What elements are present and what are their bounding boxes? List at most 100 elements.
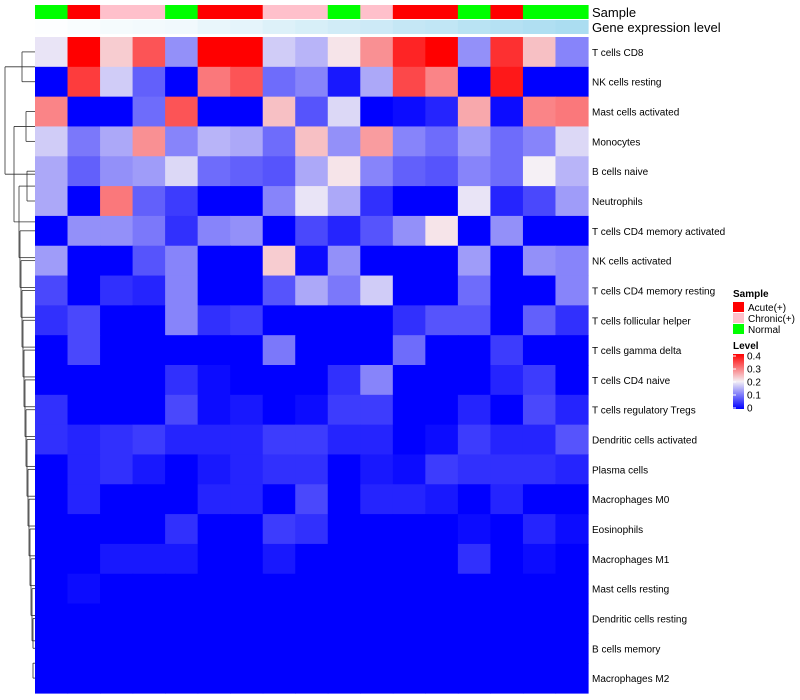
heatmap-cell: [230, 633, 264, 664]
heatmap-cell: [522, 126, 557, 157]
heatmap-cell: [165, 573, 199, 605]
heatmap-cell: [457, 186, 492, 217]
heatmap-cell: [100, 543, 134, 575]
heatmap-cell: [262, 573, 296, 605]
sample-annotation-cell: [67, 5, 101, 19]
heatmap-cell: [360, 156, 394, 187]
heatmap-cell: [360, 603, 394, 634]
heatmap-cell: [165, 633, 199, 664]
annotation-label-gene-expression: Gene expression level: [592, 20, 721, 35]
heatmap-cell: [490, 37, 524, 68]
heatmap-cell: [100, 514, 134, 545]
heatmap-cell: [457, 603, 492, 634]
heatmap-cell: [197, 66, 231, 98]
heatmap-cell: [165, 275, 199, 306]
heatmap-cell: [327, 663, 361, 694]
gene-expression-annotation-cell: [100, 20, 134, 34]
heatmap-cell: [555, 663, 589, 694]
heatmap-cell: [457, 484, 492, 515]
heatmap-cell: [425, 156, 459, 187]
heatmap-cell: [197, 603, 231, 634]
heatmap-cell: [262, 394, 296, 426]
heatmap-cell: [197, 275, 231, 306]
heatmap-cell: [457, 663, 492, 694]
heatmap-cell: [35, 543, 69, 575]
heatmap-cell: [327, 454, 361, 485]
heatmap-cell: [457, 394, 492, 426]
heatmap-cell: [230, 186, 264, 217]
heatmap-cell: [197, 663, 231, 694]
heatmap-cell: [197, 394, 231, 426]
heatmap-cell: [555, 305, 589, 336]
heatmap-cell: [360, 126, 394, 157]
heatmap-cell: [490, 96, 524, 128]
heatmap-cell: [490, 484, 524, 515]
heatmap-cell: [197, 156, 231, 187]
heatmap-cell: [67, 633, 101, 664]
legend-level-tick-label: 0.1: [747, 391, 761, 402]
heatmap-cell: [522, 335, 557, 366]
heatmap-cell: [555, 186, 589, 217]
heatmap-cell: [262, 96, 296, 128]
heatmap-cell: [262, 603, 296, 634]
heatmap-cell: [555, 394, 589, 426]
heatmap-cell: [392, 573, 426, 605]
sample-annotation-cell: [262, 5, 296, 19]
heatmap-cell: [425, 37, 459, 68]
heatmap-cell: [392, 305, 426, 336]
heatmap-cell: [197, 215, 231, 247]
heatmap-cell: [392, 37, 426, 68]
heatmap-cell: [35, 573, 69, 605]
heatmap-cell: [197, 365, 231, 396]
heatmap-cell: [360, 484, 394, 515]
gene-expression-annotation-cell: [295, 20, 329, 34]
legend-swatch: [733, 324, 744, 334]
legend-entry-label: Normal: [748, 325, 780, 336]
heatmap-cell: [555, 275, 589, 306]
heatmap-cell: [132, 663, 166, 694]
heatmap-cell: [132, 454, 166, 485]
heatmap-cell: [67, 186, 101, 217]
heatmap-cell: [35, 305, 69, 336]
heatmap-cell: [392, 96, 426, 128]
heatmap-cell: [230, 424, 264, 456]
heatmap-cell: [425, 275, 459, 306]
heatmap-cell: [295, 215, 329, 247]
heatmap-cell: [555, 543, 589, 575]
heatmap-cell: [555, 454, 589, 485]
heatmap-cell: [100, 305, 134, 336]
sample-annotation-cell: [197, 5, 231, 19]
heatmap-cell: [425, 394, 459, 426]
heatmap-cell: [327, 96, 361, 128]
gene-expression-annotation-cell: [425, 20, 459, 34]
heatmap-cell: [67, 424, 101, 456]
heatmap-cell: [35, 603, 69, 634]
heatmap-cell: [295, 543, 329, 575]
heatmap-cell: [197, 573, 231, 605]
heatmap-cell: [555, 96, 589, 128]
heatmap-cell: [327, 126, 361, 157]
heatmap-cell: [100, 484, 134, 515]
heatmap-cell: [522, 663, 557, 694]
heatmap-cell: [132, 126, 166, 157]
heatmap-cell: [425, 365, 459, 396]
legend-sample-title: Sample: [733, 289, 769, 300]
heatmap-cell: [67, 484, 101, 515]
row-label: T cells CD4 naive: [592, 376, 671, 387]
sample-annotation-cell: [35, 5, 69, 19]
heatmap-cell: [490, 454, 524, 485]
heatmap-cell: [197, 305, 231, 336]
heatmap-cell: [360, 365, 394, 396]
heatmap-cell: [327, 514, 361, 545]
heatmap-cell: [165, 335, 199, 366]
heatmap-cell: [360, 454, 394, 485]
gene-expression-annotation-cell: [262, 20, 296, 34]
heatmap-cell: [100, 66, 134, 98]
heatmap-cell: [457, 126, 492, 157]
heatmap-cell: [100, 186, 134, 217]
heatmap-cell: [490, 543, 524, 575]
gene-expression-annotation-cell: [165, 20, 199, 34]
heatmap-cell: [555, 37, 589, 68]
heatmap-cell: [555, 633, 589, 664]
